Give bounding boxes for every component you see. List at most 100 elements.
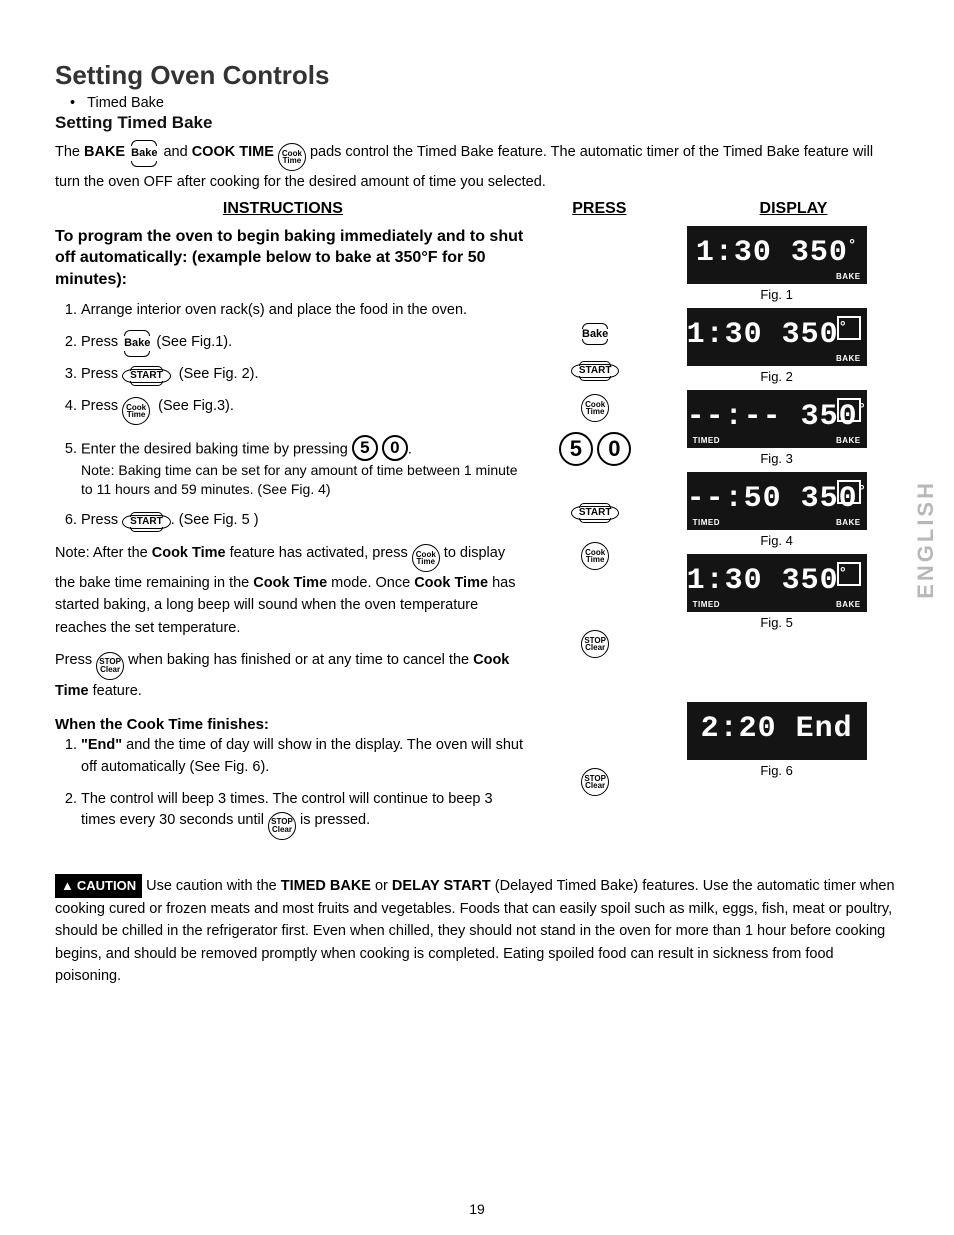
press-column: Bake START CookTime 5 0 START CookTime S… <box>536 226 654 850</box>
display-value: --:50 350 <box>687 482 858 516</box>
note-cooktime: Note: After the Cook Time feature has ac… <box>55 542 526 640</box>
stopclear-label: STOPClear <box>584 637 606 651</box>
step-text: . (See Fig. 5 ) <box>171 512 259 528</box>
press-bake: Bake <box>536 324 654 342</box>
start-icon: START <box>122 515 171 529</box>
display-mode-left: TIMED <box>693 600 720 609</box>
finish-text: and the time of day will show in the dis… <box>81 737 523 775</box>
finish-bold: "End" <box>81 737 122 753</box>
side-language-label: ENGLISH <box>913 480 939 599</box>
step-text: Enter the desired baking time by pressin… <box>81 441 352 457</box>
stopclear-label: STOPClear <box>584 775 606 789</box>
display-mode: BAKE <box>836 600 861 609</box>
display-fig-1: 1:30 350° BAKE <box>687 226 867 284</box>
display-mode: BAKE <box>836 436 861 445</box>
display-indicator-icon <box>837 480 861 504</box>
display-indicator-icon <box>837 562 861 586</box>
instructions-column: To program the oven to begin baking imme… <box>55 226 536 850</box>
note-text: mode. Once <box>327 575 414 591</box>
note-bold: Cook Time <box>414 575 488 591</box>
header-press: PRESS <box>511 200 688 218</box>
display-fig-5: 1:30 350° TIMED BAKE <box>687 554 867 612</box>
cooktime-icon: CookTime <box>581 394 609 422</box>
step-6: Press START. (See Fig. 5 ) <box>81 510 526 532</box>
cooktime-label: CookTime <box>585 549 605 563</box>
display-indicator-icon <box>837 316 861 340</box>
bake-icon: Bake <box>122 335 152 352</box>
bullet-line: • Timed Bake <box>70 95 899 111</box>
step-text: . <box>408 441 412 457</box>
step-text: (See Fig. 2). <box>175 366 259 382</box>
press-cooktime: CookTime <box>536 394 654 422</box>
note-bold: Cook Time <box>253 575 327 591</box>
step-text: Press <box>81 334 122 350</box>
step-4: Press CookTime (See Fig.3). <box>81 396 526 425</box>
stopclear-label: STOPClear <box>99 658 121 672</box>
cooktime-label: CookTime <box>282 150 302 164</box>
finishes-heading: When the Cook Time finishes: <box>55 716 526 733</box>
cooktime-icon: CookTime <box>278 143 306 171</box>
finishes-list: "End" and the time of day will show in t… <box>55 735 526 839</box>
display-fig-3: --:-- 350° TIMED BAKE <box>687 390 867 448</box>
finish-1: "End" and the time of day will show in t… <box>81 735 526 779</box>
cooktime-label: CookTime <box>585 401 605 415</box>
press-start: START <box>536 360 654 378</box>
stop-clear-icon: STOPClear <box>581 630 609 658</box>
steps-list: Arrange interior oven rack(s) and place … <box>55 300 526 531</box>
program-intro: To program the oven to begin baking imme… <box>55 226 526 291</box>
page-number: 19 <box>0 1201 954 1217</box>
press-digits: 5 0 <box>536 432 654 466</box>
display-indicator-icon <box>837 398 861 422</box>
step-text: Press <box>81 512 122 528</box>
start-icon: START <box>571 364 620 378</box>
intro-paragraph: The BAKE Bake and COOK TIME CookTime pad… <box>55 141 899 194</box>
stop-clear-icon: STOPClear <box>268 812 296 840</box>
finish-text: is pressed. <box>296 812 370 828</box>
digit-0-icon: 0 <box>382 435 408 461</box>
caution-bold: DELAY START <box>392 878 491 894</box>
display-mode-left: TIMED <box>693 518 720 527</box>
display-mode: BAKE <box>836 354 861 363</box>
cooktime-label: CookTime <box>126 404 146 418</box>
page-title: Setting Oven Controls <box>55 60 899 91</box>
digit-5-icon: 5 <box>559 432 593 466</box>
fig-caption: Fig. 2 <box>654 369 899 384</box>
content-grid: To program the oven to begin baking imme… <box>55 226 899 850</box>
digit-0-icon: 0 <box>597 432 631 466</box>
start-icon: START <box>571 506 620 520</box>
display-mode: BAKE <box>836 272 861 281</box>
bullet-text: Timed Bake <box>87 95 164 111</box>
press-stop-para: Press STOPClear when baking has finished… <box>55 649 526 702</box>
caution-badge: CAUTION <box>55 874 142 898</box>
header-instructions: INSTRUCTIONS <box>55 200 511 218</box>
intro-text: and <box>163 144 191 160</box>
display-mode-left: TIMED <box>693 436 720 445</box>
note-bold: Cook Time <box>152 545 226 561</box>
para-text: feature. <box>89 683 142 699</box>
intro-text: The <box>55 144 84 160</box>
display-value: 1:30 350 <box>687 564 839 598</box>
stop-clear-icon: STOPClear <box>96 652 124 680</box>
caution-bold: TIMED BAKE <box>281 878 371 894</box>
step-3: Press START (See Fig. 2). <box>81 364 526 386</box>
display-fig-6: 2:20 End <box>687 702 867 760</box>
display-mode: BAKE <box>836 518 861 527</box>
display-value: 1:30 350 <box>696 236 848 270</box>
display-fig-4: --:50 350° TIMED BAKE <box>687 472 867 530</box>
step-text: (See Fig.1). <box>152 334 232 350</box>
para-text: when baking has finished or at any time … <box>124 652 473 668</box>
digit-5-icon: 5 <box>352 435 378 461</box>
bake-icon: Bake <box>580 328 610 340</box>
finish-2: The control will beep 3 times. The contr… <box>81 789 526 840</box>
step-text: Press <box>81 366 122 382</box>
cooktime-icon: CookTime <box>122 397 150 425</box>
step-1: Arrange interior oven rack(s) and place … <box>81 300 526 322</box>
fig-caption: Fig. 4 <box>654 533 899 548</box>
press-start-2: START <box>536 502 654 520</box>
para-text: Press <box>55 652 96 668</box>
bake-icon: Bake <box>129 145 159 162</box>
press-stopclear-2: STOPClear <box>536 768 654 796</box>
subtitle: Setting Timed Bake <box>55 113 899 133</box>
note-text: Note: After the <box>55 545 152 561</box>
caution-text: or <box>371 878 392 894</box>
